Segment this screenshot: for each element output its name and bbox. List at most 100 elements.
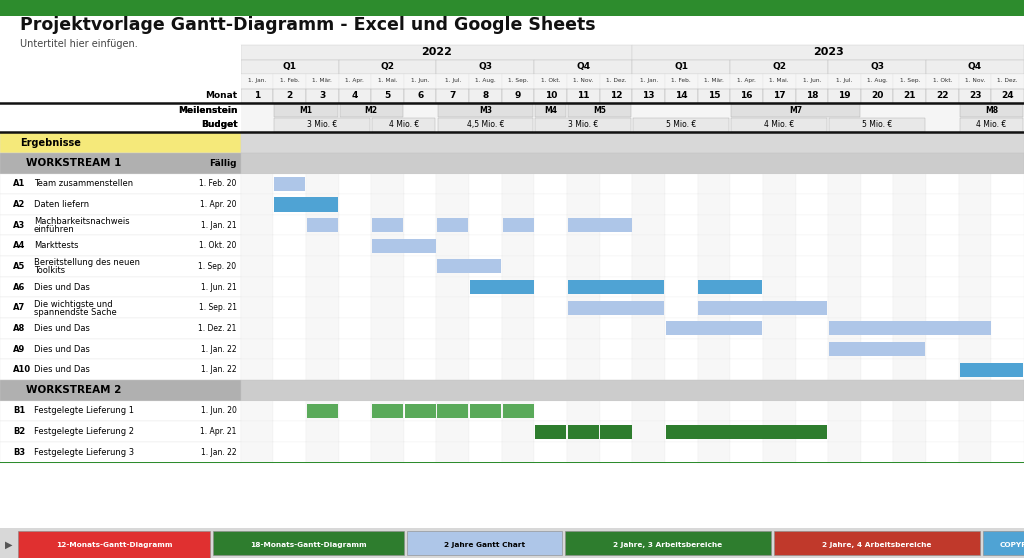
Bar xyxy=(241,215,273,235)
Text: 1: 1 xyxy=(254,92,260,100)
Text: 1. Jun.: 1. Jun. xyxy=(411,78,429,83)
Bar xyxy=(469,297,502,318)
Text: 20: 20 xyxy=(871,92,884,100)
Bar xyxy=(274,118,371,132)
Bar xyxy=(600,277,633,297)
Bar xyxy=(273,194,306,215)
Text: Die wichtigste und: Die wichtigste und xyxy=(34,300,113,309)
Bar xyxy=(829,342,926,356)
Bar xyxy=(408,531,561,555)
Bar xyxy=(273,442,306,463)
Bar xyxy=(698,301,827,315)
Bar xyxy=(0,421,241,442)
Bar xyxy=(403,256,436,277)
Bar xyxy=(339,339,371,359)
Text: 1. Jul.: 1. Jul. xyxy=(837,78,853,83)
Bar xyxy=(893,174,926,194)
Bar xyxy=(991,421,1024,442)
Bar xyxy=(469,174,502,194)
Bar xyxy=(632,215,665,235)
Bar xyxy=(828,318,861,339)
Bar xyxy=(665,442,697,463)
Bar xyxy=(403,339,436,359)
Bar xyxy=(436,401,469,421)
Bar xyxy=(893,235,926,256)
Text: 7: 7 xyxy=(450,92,456,100)
Bar xyxy=(991,194,1024,215)
Bar xyxy=(763,401,796,421)
Bar xyxy=(632,297,665,318)
Text: 1. Feb. 20: 1. Feb. 20 xyxy=(200,179,237,189)
Bar xyxy=(698,280,762,294)
Bar xyxy=(796,194,828,215)
Bar xyxy=(763,339,796,359)
Bar xyxy=(339,277,371,297)
Bar xyxy=(0,339,241,359)
Bar xyxy=(372,239,435,253)
Bar xyxy=(633,118,729,132)
Bar xyxy=(763,277,796,297)
Bar xyxy=(763,89,796,103)
Bar xyxy=(241,339,273,359)
Bar xyxy=(403,215,436,235)
Bar xyxy=(730,318,763,339)
Text: 2022: 2022 xyxy=(421,47,452,57)
Bar xyxy=(697,442,730,463)
Text: Daten liefern: Daten liefern xyxy=(34,200,89,209)
Text: 1. Okt.: 1. Okt. xyxy=(541,78,560,83)
Bar xyxy=(730,442,763,463)
Text: Team zusammenstellen: Team zusammenstellen xyxy=(34,179,133,189)
Bar xyxy=(469,89,502,103)
Bar xyxy=(796,297,828,318)
Bar xyxy=(632,235,665,256)
Bar xyxy=(241,318,273,339)
Bar xyxy=(535,297,567,318)
Bar xyxy=(0,528,1024,558)
Text: 1. Mär.: 1. Mär. xyxy=(703,78,724,83)
Bar xyxy=(861,277,893,297)
Bar xyxy=(796,339,828,359)
Bar xyxy=(665,194,697,215)
Bar xyxy=(213,531,404,555)
Text: 1. Apr. 21: 1. Apr. 21 xyxy=(200,427,237,436)
Bar xyxy=(241,74,273,89)
Bar xyxy=(632,194,665,215)
Bar xyxy=(273,277,306,297)
Text: A1: A1 xyxy=(13,179,26,189)
Bar xyxy=(241,103,1024,118)
Text: M4: M4 xyxy=(544,106,557,115)
Text: Festgelegte Lieferung 2: Festgelegte Lieferung 2 xyxy=(34,427,134,436)
Bar xyxy=(828,297,861,318)
Text: A3: A3 xyxy=(13,220,26,230)
Bar xyxy=(273,215,306,235)
Text: 5: 5 xyxy=(384,92,390,100)
Bar xyxy=(535,215,567,235)
Bar xyxy=(697,194,730,215)
Bar xyxy=(403,401,436,421)
Text: einführen: einführen xyxy=(34,225,75,234)
Bar xyxy=(632,442,665,463)
Bar xyxy=(307,218,338,232)
Bar xyxy=(796,215,828,235)
Bar xyxy=(436,421,469,442)
Bar xyxy=(991,442,1024,463)
Bar xyxy=(273,359,306,380)
Text: 1. Apr.: 1. Apr. xyxy=(345,78,365,83)
Bar xyxy=(828,359,861,380)
Text: 1. Mai.: 1. Mai. xyxy=(769,78,790,83)
Bar xyxy=(763,421,796,442)
Text: Bereitstellung des neuen: Bereitstellung des neuen xyxy=(34,258,140,267)
Bar xyxy=(958,215,991,235)
Bar xyxy=(697,318,730,339)
Bar xyxy=(893,297,926,318)
Bar xyxy=(0,153,241,174)
Bar xyxy=(567,89,600,103)
Text: Festgelegte Lieferung 3: Festgelegte Lieferung 3 xyxy=(34,448,134,457)
Text: 1. Jun. 20: 1. Jun. 20 xyxy=(201,406,237,416)
Text: Meilenstein: Meilenstein xyxy=(178,106,238,115)
Bar xyxy=(861,297,893,318)
Text: 1. Jun. 21: 1. Jun. 21 xyxy=(201,282,237,292)
Bar xyxy=(632,45,1024,60)
Text: 1. Jan. 22: 1. Jan. 22 xyxy=(201,448,237,457)
Bar xyxy=(730,235,763,256)
